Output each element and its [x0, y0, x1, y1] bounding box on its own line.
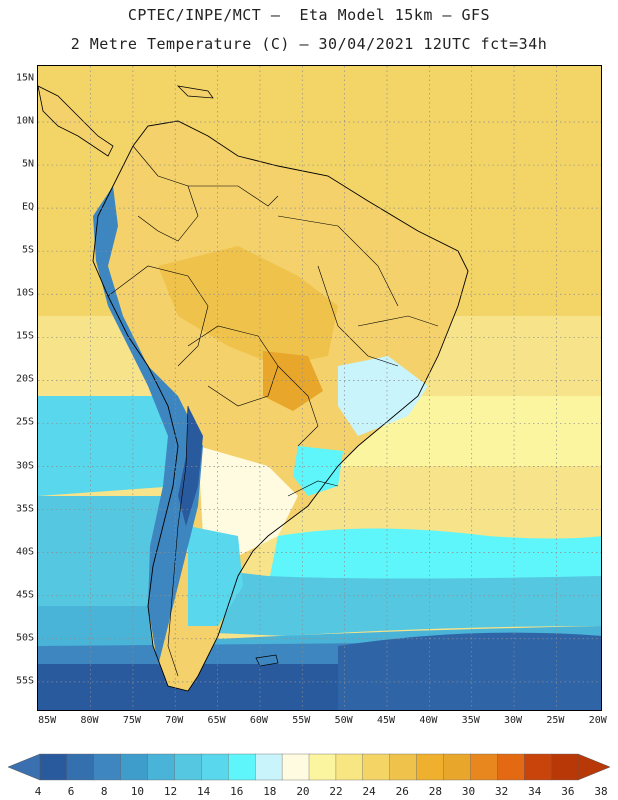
colorbar-tick-label: 22	[329, 785, 343, 798]
border-uruguay	[287, 480, 339, 497]
country-borders	[107, 145, 439, 677]
falkland-islands	[255, 654, 279, 667]
colorbar-tick-label: 34	[528, 785, 542, 798]
temperature-colorbar	[7, 753, 611, 781]
andes-peaks	[178, 406, 203, 526]
colorbar-cell	[497, 753, 525, 781]
colorbar-cell	[550, 753, 579, 781]
lat-label: 55S	[15, 675, 34, 687]
colorbar-tick-label: 38	[594, 785, 608, 798]
colorbar-cell	[389, 753, 418, 781]
lat-label: 15N	[15, 72, 34, 84]
ocean-band-brightcyan-south	[268, 528, 601, 589]
lat-label: 5N	[21, 158, 34, 170]
lon-label: 25W	[546, 715, 565, 726]
colorbar-cell	[93, 753, 122, 781]
colorbar-cell	[308, 753, 337, 781]
map-canvas	[38, 66, 601, 710]
southeast-brazil-cool	[338, 356, 428, 436]
colorbar-tick-label: 4	[34, 785, 42, 798]
colorbar-cell	[66, 753, 95, 781]
border-argentina-chile	[167, 405, 189, 677]
lon-label: 55W	[292, 715, 311, 726]
colorbar-cell	[416, 753, 445, 781]
colorbar-tick-label: 14	[196, 785, 211, 798]
colorbar-cell	[470, 753, 498, 781]
lon-label: 85W	[38, 715, 57, 726]
amazon-warm	[158, 246, 338, 366]
border-brazil-states-1	[277, 215, 399, 307]
border-brazil-paraguay	[277, 365, 319, 447]
colorbar-tick-label: 6	[67, 785, 75, 798]
colorbar-left-arrow	[7, 753, 41, 781]
ocean-band-cyan	[38, 396, 178, 496]
ocean-band-deepblue-2	[338, 632, 601, 710]
colorbar-tick-label: 12	[163, 785, 178, 798]
central-america	[38, 85, 114, 157]
lat-label: 25S	[15, 416, 34, 428]
colorbar-tick-label: 16	[230, 785, 244, 798]
border-venezuela	[188, 185, 279, 207]
south-brazil-cyan	[293, 446, 343, 496]
map-title: CPTEC/INPE/MCT – Eta Model 15km – GFS	[127, 6, 491, 24]
map-subtitle: 2 Metre Temperature (C) – 30/04/2021 12U…	[70, 35, 548, 53]
lon-label: 50W	[334, 715, 353, 726]
colorbar-tick-label: 36	[561, 785, 575, 798]
lat-label: 15S	[15, 330, 34, 342]
colorbar-cells	[39, 753, 579, 781]
lat-label: 40S	[15, 546, 34, 558]
colorbar-tick-label: 28	[428, 785, 443, 798]
lon-label: 70W	[165, 715, 184, 726]
south-america-coastline	[92, 120, 469, 692]
lat-label: 10S	[15, 287, 34, 299]
lon-label: 40W	[419, 715, 438, 726]
lon-label: 65W	[207, 715, 226, 726]
colorbar-cell	[335, 753, 364, 781]
colorbar-cell	[39, 753, 68, 781]
lon-label: 20W	[588, 715, 607, 726]
border-brazil-states-2	[317, 265, 399, 367]
border-brazil-states-3	[357, 315, 439, 327]
colorbar-tick-label: 30	[461, 785, 476, 798]
lat-label: EQ	[21, 201, 34, 213]
colorbar-tick-label: 26	[395, 785, 409, 798]
colorbar-tick-label: 18	[263, 785, 277, 798]
lat-label: 20S	[15, 373, 34, 385]
lon-label: 45W	[376, 715, 396, 726]
southern-cone-cream	[198, 446, 298, 556]
lon-label: 30W	[504, 715, 523, 726]
colorbar-cell	[362, 753, 391, 781]
colorbar-cell	[174, 753, 202, 781]
colorbar-cell	[147, 753, 176, 781]
lat-label: 10N	[15, 115, 34, 127]
lat-label: 30S	[15, 460, 34, 472]
lat-label: 5S	[21, 244, 34, 256]
lon-label: 60W	[249, 715, 268, 726]
colorbar-cell	[254, 753, 283, 781]
colorbar-cell	[120, 753, 149, 781]
caribbean-island	[176, 85, 214, 99]
colorbar-right-arrow	[577, 753, 611, 781]
colorbar-cell	[281, 753, 310, 781]
colorbar-cell	[524, 753, 552, 781]
border-peru	[107, 265, 209, 367]
border-colombia	[132, 145, 199, 242]
colorbar-cell	[228, 753, 256, 781]
lat-label: 45S	[15, 589, 34, 601]
lon-label: 75W	[122, 715, 141, 726]
lat-label: 50S	[15, 632, 34, 644]
colorbar-tick-label: 20	[296, 785, 310, 798]
colorbar-cell	[201, 753, 229, 781]
andes-cold	[93, 186, 203, 666]
temperature-map[interactable]	[37, 65, 602, 711]
lon-label: 80W	[80, 715, 99, 726]
lat-label: 35S	[15, 503, 34, 515]
colorbar-tick-label: 24	[362, 785, 376, 798]
lon-label: 35W	[461, 715, 480, 726]
colorbar-tick-label: 8	[100, 785, 108, 798]
colorbar-tick-label: 10	[130, 785, 144, 798]
colorbar-tick-label: 32	[495, 785, 509, 798]
colorbar-cell	[443, 753, 471, 781]
